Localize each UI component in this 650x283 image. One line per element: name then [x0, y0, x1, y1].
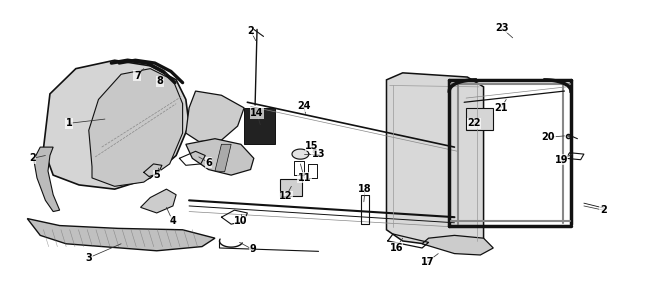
- Polygon shape: [34, 147, 60, 212]
- Text: 9: 9: [249, 245, 256, 254]
- Text: 15: 15: [306, 141, 318, 151]
- Text: 19: 19: [554, 155, 568, 165]
- Polygon shape: [466, 108, 493, 130]
- Text: 12: 12: [280, 191, 293, 201]
- Polygon shape: [387, 73, 484, 249]
- Text: 8: 8: [157, 76, 163, 86]
- Polygon shape: [89, 69, 183, 186]
- Text: 13: 13: [312, 149, 325, 159]
- Polygon shape: [422, 235, 493, 255]
- Polygon shape: [186, 91, 244, 142]
- Text: 10: 10: [234, 216, 248, 226]
- Text: 6: 6: [205, 158, 212, 168]
- Polygon shape: [27, 218, 215, 251]
- Text: 17: 17: [421, 257, 434, 267]
- Polygon shape: [292, 149, 309, 159]
- Text: 1: 1: [66, 118, 73, 128]
- Text: 11: 11: [298, 173, 311, 183]
- Text: 3: 3: [85, 253, 92, 263]
- Polygon shape: [186, 139, 254, 175]
- Text: 2: 2: [247, 26, 254, 36]
- Text: 16: 16: [389, 243, 403, 253]
- Text: 22: 22: [467, 118, 480, 128]
- Text: 21: 21: [494, 103, 508, 113]
- Text: 2: 2: [600, 205, 606, 215]
- Text: 20: 20: [541, 132, 555, 142]
- Polygon shape: [215, 144, 231, 172]
- Text: 23: 23: [495, 23, 508, 33]
- Text: 4: 4: [170, 216, 176, 226]
- Bar: [244, 108, 275, 144]
- Text: 7: 7: [134, 71, 140, 81]
- Text: 14: 14: [250, 108, 264, 119]
- Polygon shape: [44, 60, 189, 189]
- Text: 2: 2: [29, 153, 36, 163]
- Text: 24: 24: [297, 102, 311, 112]
- Text: 5: 5: [153, 170, 160, 180]
- Polygon shape: [140, 189, 176, 213]
- Text: 18: 18: [358, 184, 372, 194]
- Polygon shape: [280, 179, 302, 196]
